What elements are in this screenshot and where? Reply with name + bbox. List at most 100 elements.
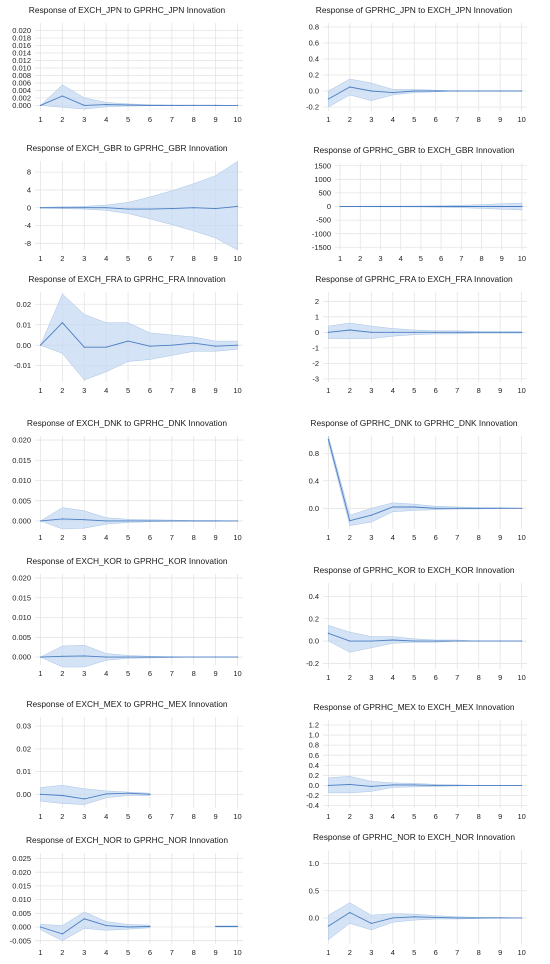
chart-plot: 1 2 3 4 5 6 7 8 9 10 -0.2 0.0 0.2 0.4 [306, 583, 527, 682]
irf-panel: Response of EXCH_KOR to GPRHC_KOR Innova… [5, 556, 249, 685]
x-tick-label: 8 [477, 673, 481, 682]
chart-plot: 1 2 3 4 5 6 7 8 9 100.0000.0020.0040.0060.0080.01… [12, 23, 243, 124]
response-line [40, 655, 238, 658]
response-point [61, 933, 63, 935]
response-point [370, 785, 372, 787]
response-point [499, 640, 501, 642]
response-point [327, 925, 329, 927]
response-point [149, 793, 151, 795]
response-point [83, 207, 85, 209]
x-tick-label: 5 [126, 533, 130, 542]
x-tick-label: 10 [517, 673, 525, 682]
x-tick-label: 3 [82, 386, 86, 395]
response-point [105, 346, 107, 348]
x-tick-label: 8 [192, 812, 196, 821]
x-tick-label: 2 [60, 254, 64, 263]
response-point [327, 784, 329, 786]
x-tick-label: 5 [412, 115, 416, 124]
x-tick-label: 1 [326, 812, 330, 821]
x-tick-label: 5 [126, 669, 130, 678]
response-line [40, 518, 238, 522]
x-tick-label: 1 [326, 115, 330, 124]
irf-panel: Response of EXCH_NOR to GPRHC_NOR Innova… [5, 835, 249, 964]
response-point [370, 90, 372, 92]
x-tick-label: 8 [192, 669, 196, 678]
x-tick-label: 5 [412, 533, 416, 542]
response-point [499, 331, 501, 333]
y-tick-label: 0.000 [12, 923, 31, 932]
y-tick-label: 0.018 [12, 34, 31, 43]
x-tick-label: 7 [455, 115, 459, 124]
response-point [193, 104, 195, 106]
response-point [171, 208, 173, 210]
response-point [61, 794, 63, 797]
response-point [236, 104, 239, 106]
response-point [236, 520, 239, 522]
x-tick-label: 8 [477, 386, 481, 395]
response-point [215, 104, 217, 106]
y-tick-label: 0.010 [12, 613, 31, 622]
x-tick-label: 5 [412, 812, 416, 821]
response-point [127, 104, 129, 106]
x-tick-label: 7 [455, 386, 459, 395]
response-line [328, 329, 522, 333]
x-tick-label: 10 [233, 254, 241, 263]
response-point [413, 90, 415, 92]
response-point [127, 656, 129, 658]
response-point [499, 507, 501, 509]
confidence-band [40, 160, 238, 251]
y-tick-label: 0.4 [309, 55, 319, 64]
confidence-band [328, 78, 522, 108]
x-tick-label: 4 [104, 948, 108, 957]
x-tick-label: 3 [82, 948, 86, 957]
response-point [349, 911, 351, 914]
y-tick-label: 0.008 [12, 71, 31, 80]
response-line [328, 632, 522, 642]
x-tick-label: 1 [38, 669, 42, 678]
y-tick-label: 0.000 [12, 517, 31, 526]
x-tick-label: 10 [517, 948, 525, 957]
x-tick-label: 6 [148, 669, 152, 678]
response-point [105, 104, 107, 106]
response-point [171, 520, 173, 522]
y-tick-label: -1 [312, 343, 319, 352]
x-tick-label: 5 [126, 386, 130, 395]
response-point [236, 656, 239, 658]
chart-title: Response of EXCH_KOR to GPRHC_KOR Innova… [26, 556, 228, 566]
x-tick-label: 9 [498, 533, 502, 542]
response-point [370, 640, 372, 642]
x-tick-label: 1 [38, 533, 42, 542]
x-tick-label: 10 [517, 533, 525, 542]
response-point [456, 507, 458, 509]
y-tick-label: 0.005 [12, 496, 31, 505]
y-tick-label: -0.4 [306, 801, 319, 810]
chart-plot: 1 2 3 4 5 6 7 8 9 10 0.0 0.5 1.0 [309, 850, 527, 957]
response-point [193, 656, 195, 658]
response-point [478, 90, 480, 92]
response-point [149, 520, 151, 522]
y-tick-label: 0.014 [12, 49, 31, 58]
x-tick-label: 7 [170, 386, 174, 395]
response-point [149, 656, 151, 658]
x-tick-label: 2 [60, 948, 64, 957]
x-tick-label: 2 [60, 115, 64, 124]
response-point [215, 520, 217, 522]
x-tick-label: 1 [338, 254, 342, 263]
x-tick-label: 3 [82, 115, 86, 124]
response-point [478, 640, 480, 642]
x-tick-label: 9 [500, 254, 504, 263]
response-line [328, 783, 522, 787]
x-tick-label: 2 [60, 812, 64, 821]
x-tick-label: 1 [38, 254, 42, 263]
x-tick-label: 5 [419, 254, 423, 263]
y-tick-label: 0 [27, 203, 31, 212]
x-tick-label: 7 [455, 533, 459, 542]
x-tick-label: 9 [214, 386, 218, 395]
y-tick-label: 0.005 [12, 633, 31, 642]
x-tick-label: 2 [348, 386, 352, 395]
x-tick-label: 2 [60, 669, 64, 678]
y-tick-label: 4 [27, 186, 31, 195]
response-point [327, 331, 329, 333]
x-tick-label: 2 [348, 115, 352, 124]
